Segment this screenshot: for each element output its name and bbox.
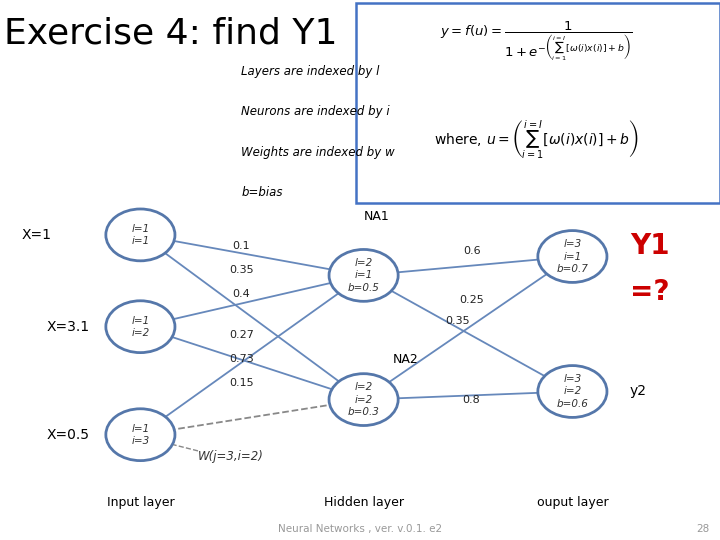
Circle shape xyxy=(538,366,607,417)
Circle shape xyxy=(106,409,175,461)
Text: $y = f(u) = \dfrac{1}{1+e^{-\left(\sum_{i=1}^{i=I}[\omega(i)x(i)]+b\right)}}$: $y = f(u) = \dfrac{1}{1+e^{-\left(\sum_{… xyxy=(441,19,632,63)
Text: Neurons are indexed by i: Neurons are indexed by i xyxy=(241,105,390,118)
Text: Hidden layer: Hidden layer xyxy=(323,496,404,509)
Text: Input layer: Input layer xyxy=(107,496,174,509)
Text: l=2
i=2
b=0.3: l=2 i=2 b=0.3 xyxy=(348,382,379,417)
Text: Neural Networks , ver. v.0.1. e2: Neural Networks , ver. v.0.1. e2 xyxy=(278,523,442,534)
Text: 0.27: 0.27 xyxy=(229,330,253,340)
Text: Y1: Y1 xyxy=(630,232,670,260)
Text: NA1: NA1 xyxy=(364,210,390,222)
Text: 0.35: 0.35 xyxy=(229,265,253,275)
Text: y2: y2 xyxy=(630,384,647,399)
FancyBboxPatch shape xyxy=(356,3,720,202)
Text: l=3
i=2
b=0.6: l=3 i=2 b=0.6 xyxy=(557,374,588,409)
Text: Layers are indexed by l: Layers are indexed by l xyxy=(241,65,379,78)
Text: 0.73: 0.73 xyxy=(229,354,253,364)
Text: 28: 28 xyxy=(696,523,709,534)
Text: $\mathrm{where,}\,u = \left(\sum_{i=1}^{i=I}[\omega(i)x(i)]+b\right)$: $\mathrm{where,}\,u = \left(\sum_{i=1}^{… xyxy=(434,119,639,162)
Circle shape xyxy=(106,209,175,261)
Text: Weights are indexed by w: Weights are indexed by w xyxy=(241,146,395,159)
Text: 0.4: 0.4 xyxy=(233,289,250,299)
Text: 0.1: 0.1 xyxy=(233,241,250,251)
Text: b=bias: b=bias xyxy=(241,186,283,199)
Text: NA2: NA2 xyxy=(392,353,418,366)
Text: 0.8: 0.8 xyxy=(463,395,480,404)
Text: 0.25: 0.25 xyxy=(459,295,484,305)
Text: l=1
i=3: l=1 i=3 xyxy=(131,423,150,446)
Text: Exercise 4: find Y1: Exercise 4: find Y1 xyxy=(4,16,337,50)
Text: X=0.5: X=0.5 xyxy=(47,428,90,442)
Text: 0.35: 0.35 xyxy=(445,316,469,326)
Text: 0.6: 0.6 xyxy=(463,246,480,256)
Text: X=1: X=1 xyxy=(22,228,52,242)
Circle shape xyxy=(538,231,607,282)
Text: l=1
i=1: l=1 i=1 xyxy=(131,224,150,246)
Text: l=1
i=2: l=1 i=2 xyxy=(131,315,150,338)
Text: l=3
i=1
b=0.7: l=3 i=1 b=0.7 xyxy=(557,239,588,274)
Text: l=2
i=1
b=0.5: l=2 i=1 b=0.5 xyxy=(348,258,379,293)
Text: X=3.1: X=3.1 xyxy=(47,320,90,334)
Text: W(j=3,i=2): W(j=3,i=2) xyxy=(197,450,264,463)
Text: ouput layer: ouput layer xyxy=(536,496,608,509)
Circle shape xyxy=(329,374,398,426)
Circle shape xyxy=(106,301,175,353)
Circle shape xyxy=(329,249,398,301)
Text: 0.15: 0.15 xyxy=(229,379,253,388)
Text: =?: =? xyxy=(630,278,670,306)
